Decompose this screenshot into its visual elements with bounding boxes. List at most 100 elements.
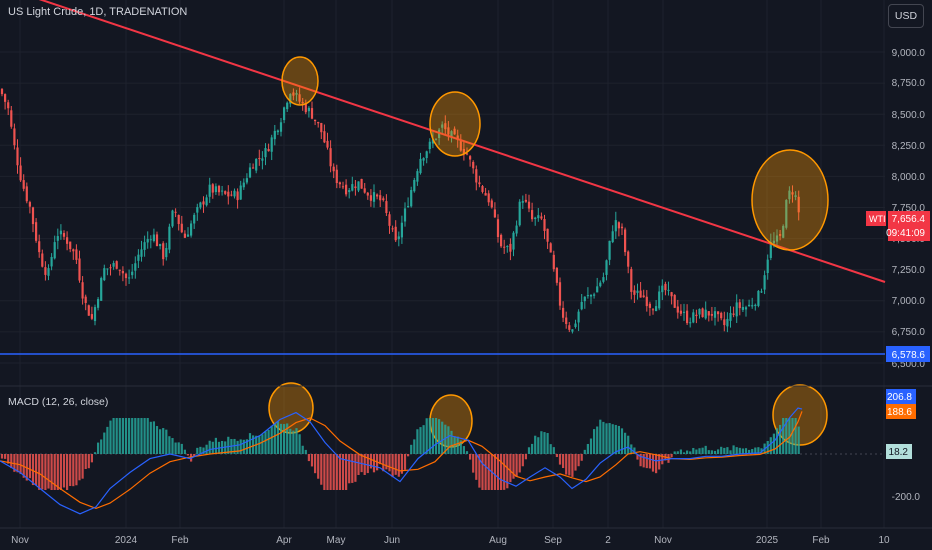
candle-body xyxy=(314,119,317,122)
macd-histogram-bar xyxy=(425,418,428,454)
candle-body xyxy=(645,296,648,307)
macd-histogram-bar xyxy=(428,418,431,454)
candle-body xyxy=(469,156,472,160)
candle-body xyxy=(624,229,627,253)
macd-pane xyxy=(0,407,885,515)
candle-body xyxy=(475,169,478,183)
candle-body xyxy=(589,294,593,297)
macd-histogram-bar xyxy=(791,418,794,454)
macd-histogram-bar xyxy=(540,431,543,454)
candle-body xyxy=(531,210,534,220)
candle-body xyxy=(611,231,614,243)
candle-body xyxy=(196,207,199,213)
candle-body xyxy=(537,215,540,219)
price-axis[interactable]: 9,000.0 8,750.0 8,500.0 8,250.0 8,000.0 … xyxy=(892,48,926,370)
macd-histogram-bar xyxy=(97,442,100,454)
candle-body xyxy=(686,310,689,324)
candle-body xyxy=(735,302,738,317)
candle-body xyxy=(490,200,493,208)
macd-histogram-bar xyxy=(174,442,177,454)
macd-histogram-bar xyxy=(258,436,261,454)
macd-value: 206.8 xyxy=(887,392,912,403)
macd-histogram-bar xyxy=(44,454,47,490)
macd-histogram-bar xyxy=(682,452,686,454)
price-tick: 8,000.0 xyxy=(892,172,926,183)
candle-body xyxy=(779,234,782,236)
candle-body xyxy=(143,242,146,250)
chart-title[interactable]: US Light Crude, 1D, TRADENATION xyxy=(8,6,188,18)
macd-histogram-bar xyxy=(593,429,596,454)
candle-body xyxy=(543,219,546,231)
candle-body xyxy=(791,192,794,195)
macd-histogram-bar xyxy=(4,454,7,459)
macd-histogram-bar xyxy=(7,454,10,464)
candle-body xyxy=(667,289,670,291)
macd-histogram-bar xyxy=(317,454,320,479)
macd-histogram-bar xyxy=(13,454,16,472)
macd-histogram-bar xyxy=(689,451,692,454)
time-label: May xyxy=(327,535,346,546)
macd-histogram-bar xyxy=(224,441,227,454)
candle-body xyxy=(279,122,283,132)
macd-histogram-bar xyxy=(236,440,239,454)
candle-body xyxy=(165,247,168,258)
candle-body xyxy=(267,149,270,152)
macd-histogram-bar xyxy=(748,449,751,454)
macd-histogram-bar xyxy=(469,454,472,460)
macd-histogram-bar xyxy=(571,454,574,477)
candle-body xyxy=(453,128,456,135)
candle-body xyxy=(704,309,707,319)
macd-histogram-bar xyxy=(775,428,779,454)
macd-histogram-bar xyxy=(732,445,735,454)
macd-histogram-bar xyxy=(565,454,568,475)
macd-axis[interactable]: 206.8 188.6 18.2 -200.0 xyxy=(886,389,920,503)
macd-histogram-bar xyxy=(673,451,676,454)
macd-histogram-bar xyxy=(574,454,577,471)
macd-histogram-bar xyxy=(642,454,645,468)
candle-body xyxy=(149,239,152,241)
candle-body xyxy=(503,246,506,248)
macd-histogram-bar xyxy=(159,429,162,454)
macd-histogram-bar xyxy=(438,419,441,454)
candle-body xyxy=(586,295,589,297)
macd-histogram-bar xyxy=(741,448,744,454)
candle-body xyxy=(283,107,286,121)
highlight-circle xyxy=(751,149,829,251)
candle-body xyxy=(760,291,763,293)
macd-histogram-bar xyxy=(515,454,518,477)
candle-body xyxy=(276,130,279,133)
macd-histogram-bar xyxy=(180,443,183,454)
macd-histogram-bar xyxy=(751,449,754,454)
macd-histogram-bar xyxy=(341,454,345,490)
candle-body xyxy=(540,216,543,219)
candle-body xyxy=(193,214,196,224)
support-price-badge: 6,578.6 xyxy=(886,346,930,362)
candle-body xyxy=(655,306,658,312)
candle-body xyxy=(397,236,400,240)
candle-body xyxy=(710,314,713,316)
candle-body xyxy=(292,92,295,96)
candle-body xyxy=(527,201,531,209)
macd-histogram-bar xyxy=(534,435,537,454)
macd-histogram-bar xyxy=(788,418,791,454)
candle-body xyxy=(140,249,143,257)
candle-body xyxy=(630,269,633,292)
candle-body xyxy=(162,243,165,260)
candle-body xyxy=(636,290,639,293)
candle-body xyxy=(186,234,190,237)
macd-histogram-bar xyxy=(326,454,329,490)
macd-title[interactable]: MACD (12, 26, close) xyxy=(8,396,109,408)
macd-histogram-bar xyxy=(38,454,41,490)
candle-body xyxy=(376,194,379,197)
macd-histogram-bar xyxy=(320,454,323,485)
macd-histogram-bar xyxy=(500,454,503,490)
candle-body xyxy=(664,283,667,291)
candle-body xyxy=(100,278,103,301)
macd-histogram-bar xyxy=(131,418,134,454)
time-axis[interactable]: Nov 2024 Feb Apr May Jun Aug Sep 2 Nov 2… xyxy=(11,535,890,546)
macd-histogram-bar xyxy=(100,439,103,454)
candle-body xyxy=(16,147,19,166)
candle-body xyxy=(689,322,692,324)
currency-button[interactable]: USD xyxy=(888,4,924,28)
